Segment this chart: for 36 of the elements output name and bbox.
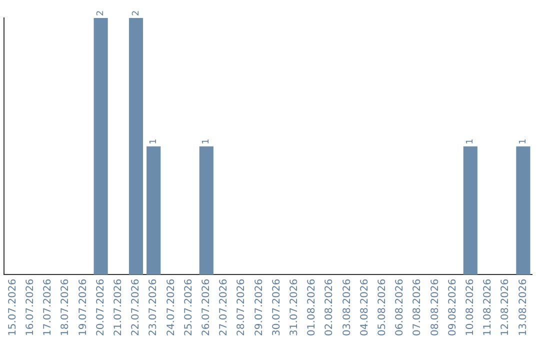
x-tick-label: 18.07.2026 bbox=[60, 278, 72, 336]
x-tick-label: 09.08.2026 bbox=[447, 278, 458, 336]
x-tick-label: 25.07.2026 bbox=[183, 278, 194, 336]
data-label: 1 bbox=[466, 138, 476, 144]
x-tick-label: 15.07.2026 bbox=[7, 278, 18, 336]
x-tick-label: 20.07.2026 bbox=[95, 278, 106, 336]
data-label: 1 bbox=[518, 138, 529, 144]
x-tick-label: 13.08.2026 bbox=[518, 278, 529, 336]
x-tick-label: 12.08.2026 bbox=[500, 278, 512, 336]
x-tick-label: 26.07.2026 bbox=[200, 278, 212, 336]
x-tick-label: 27.07.2026 bbox=[218, 278, 230, 336]
data-label: 1 bbox=[202, 138, 212, 144]
x-tick-label: 17.07.2026 bbox=[42, 278, 54, 336]
x-tick-label: 04.08.2026 bbox=[359, 278, 370, 336]
x-tick-label: 28.07.2026 bbox=[236, 278, 248, 336]
x-tick-label: 05.08.2026 bbox=[376, 278, 388, 336]
data-label: 1 bbox=[148, 138, 159, 144]
data-label: 2 bbox=[131, 10, 142, 16]
x-tick-label: 07.08.2026 bbox=[412, 278, 424, 336]
x-tick-label: 11.08.2026 bbox=[482, 278, 494, 336]
x-tick-label: 30.07.2026 bbox=[271, 278, 282, 336]
x-tick-label: 03.08.2026 bbox=[342, 278, 353, 336]
x-tick-label: 23.07.2026 bbox=[148, 278, 160, 336]
x-tick-label: 02.08.2026 bbox=[324, 278, 336, 336]
x-tick-label: 22.07.2026 bbox=[130, 278, 142, 336]
x-tick-label: 16.07.2026 bbox=[24, 278, 36, 336]
x-tick-label: 29.07.2026 bbox=[254, 278, 265, 336]
x-tick-label: 08.08.2026 bbox=[430, 278, 441, 336]
x-tick-label: 31.07.2026 bbox=[288, 278, 300, 336]
x-tick-label: 06.08.2026 bbox=[394, 278, 406, 336]
x-tick-label: 19.07.2026 bbox=[78, 278, 89, 336]
x-tick-label: 21.07.2026 bbox=[112, 278, 124, 336]
x-tick-label: 01.08.2026 bbox=[306, 278, 318, 336]
x-tick-label: 10.08.2026 bbox=[464, 278, 476, 336]
x-tick-label: 24.07.2026 bbox=[166, 278, 177, 336]
data-label: 2 bbox=[96, 10, 106, 16]
